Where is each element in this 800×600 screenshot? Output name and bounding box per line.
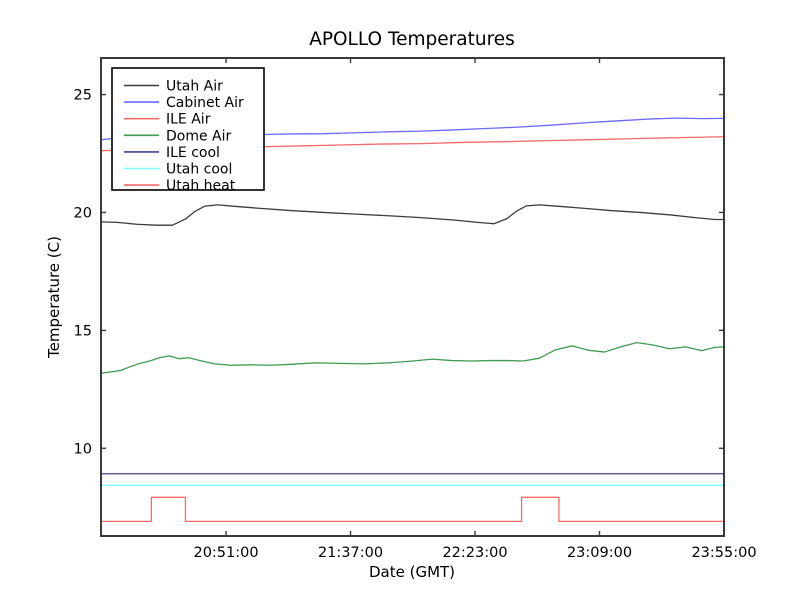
y-tick-label: 25 [74,88,92,104]
x-tick-label: 21:37:00 [318,545,383,561]
x-tick-label: 23:55:00 [691,545,756,561]
plot-frame [100,57,725,537]
legend-label-utah-air: Utah Air [166,79,223,95]
series-line-utah-air [100,204,724,226]
legend-label-ile-air: ILE Air [166,112,211,128]
series-line-dome-air [100,341,725,374]
x-axis-label: Date (GMT) [369,563,455,581]
axis-tick-labels-group: 20:51:00 21:37:00 22:23:00 23:09:00 23:55:00… [74,88,757,561]
legend-label-utah-cool: Utah cool [166,162,232,178]
x-tick-label: 20:51:00 [193,545,258,561]
x-tick-label: 23:09:00 [567,545,632,561]
series-line-utah-heat [101,496,724,523]
y-tick-label: 20 [74,205,92,221]
x-tick-label: 22:23:00 [442,545,507,561]
legend-background [111,67,265,191]
legend-label-cabinet-air: Cabinet Air [166,95,244,111]
chart-title: APOLLO Temperatures [309,29,515,50]
y-tick-label: 15 [74,323,92,339]
legend-label-ile-cool: ILE cool [166,145,220,161]
y-axis-label: Temperature (C) [45,236,63,359]
legend-label-dome-air: Dome Air [166,128,232,144]
y-tick-label: 10 [74,441,92,457]
legend-label-utah-heat: Utah heat [166,178,236,194]
